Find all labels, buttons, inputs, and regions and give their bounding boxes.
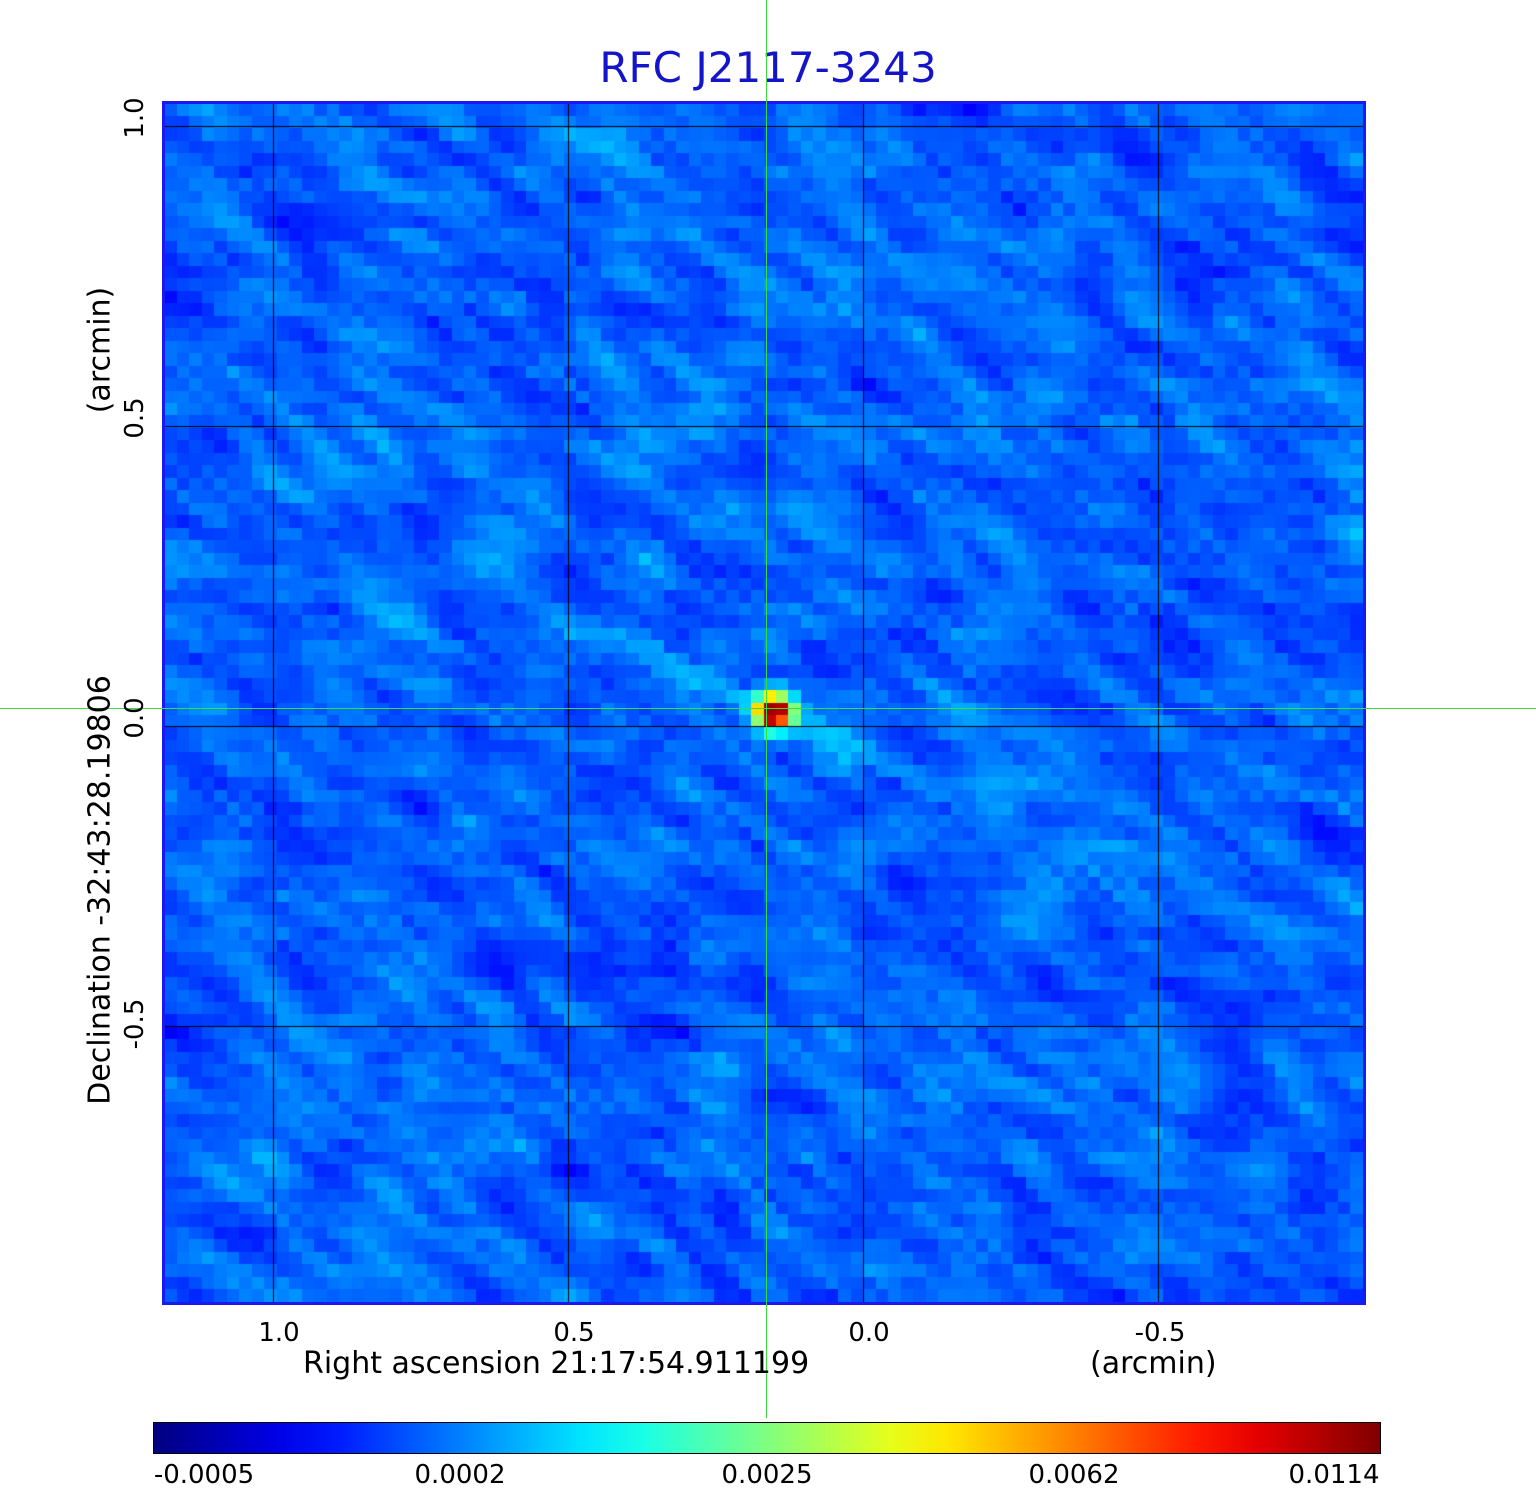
colorbar-tick-label: -0.0005 [153, 1460, 255, 1490]
colorbar-tick-label: 0.0025 [721, 1460, 813, 1490]
x-tick-label: 0.0 [848, 1318, 890, 1348]
colorbar-tick-label: 0.0062 [1028, 1460, 1120, 1490]
radio-map[interactable] [162, 101, 1366, 1305]
colorbar-tick-label: 0.0114 [1288, 1460, 1380, 1490]
colorbar-tick-label: 0.0002 [414, 1460, 506, 1490]
y-axis-label: Declination -32:43:28.19806 [82, 675, 118, 1105]
y-axis-unit: (arcmin) [82, 286, 118, 414]
y-tick-label: 0.5 [120, 397, 150, 439]
x-tick-label: -0.5 [1134, 1318, 1186, 1348]
x-axis-unit: (arcmin) [1090, 1346, 1217, 1381]
x-tick-label: 0.5 [553, 1318, 595, 1348]
y-tick-label: 0.0 [120, 697, 150, 739]
colorbar [153, 1422, 1381, 1454]
crosshair-horizontal [0, 708, 1536, 709]
crosshair-vertical [766, 0, 767, 1418]
radio-map-canvas [165, 104, 1363, 1302]
image-title: RFC J2117-3243 [599, 43, 937, 92]
y-tick-label: 1.0 [120, 97, 150, 139]
x-axis-label: Right ascension 21:17:54.911199 [303, 1346, 810, 1381]
x-tick-label: 1.0 [258, 1318, 300, 1348]
y-tick-label: -0.5 [120, 998, 150, 1050]
